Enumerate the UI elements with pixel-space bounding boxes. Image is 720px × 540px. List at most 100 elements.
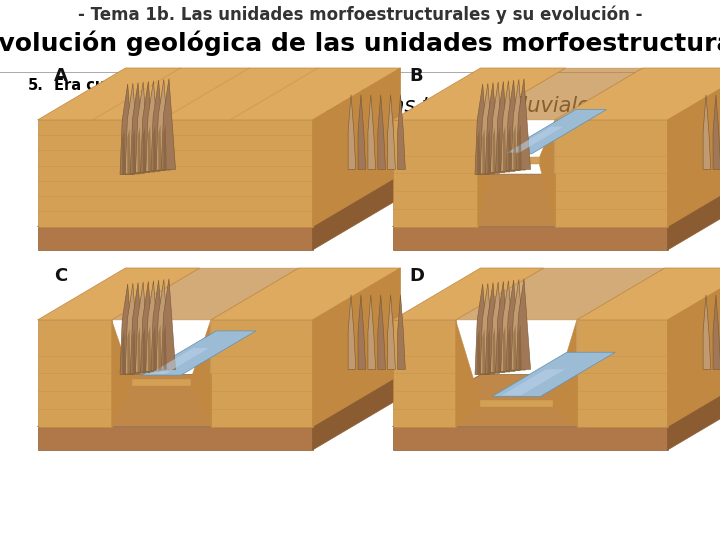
Polygon shape — [667, 68, 720, 227]
Polygon shape — [122, 129, 125, 174]
Polygon shape — [37, 227, 312, 250]
Polygon shape — [140, 281, 155, 372]
Polygon shape — [475, 284, 490, 375]
Polygon shape — [37, 320, 112, 427]
Polygon shape — [475, 84, 490, 174]
Polygon shape — [132, 379, 191, 386]
Polygon shape — [358, 295, 366, 369]
Polygon shape — [112, 268, 299, 320]
Polygon shape — [703, 295, 711, 369]
Polygon shape — [493, 157, 539, 164]
Polygon shape — [508, 125, 511, 171]
Text: C: C — [54, 267, 67, 285]
Polygon shape — [392, 427, 667, 450]
Polygon shape — [478, 120, 493, 227]
Polygon shape — [138, 127, 141, 173]
Polygon shape — [392, 174, 720, 227]
Polygon shape — [151, 80, 165, 171]
Polygon shape — [135, 82, 150, 173]
Polygon shape — [358, 95, 366, 170]
Polygon shape — [151, 280, 165, 370]
Polygon shape — [138, 327, 141, 373]
Polygon shape — [368, 295, 376, 369]
Polygon shape — [552, 320, 577, 427]
Polygon shape — [135, 282, 150, 373]
Polygon shape — [487, 128, 491, 173]
Polygon shape — [703, 95, 711, 170]
Polygon shape — [397, 95, 405, 170]
Polygon shape — [37, 174, 400, 227]
Polygon shape — [348, 295, 356, 369]
Polygon shape — [132, 128, 136, 173]
Polygon shape — [387, 295, 395, 369]
Polygon shape — [492, 127, 496, 173]
Polygon shape — [125, 83, 140, 174]
Polygon shape — [456, 268, 665, 320]
Polygon shape — [495, 82, 510, 172]
Polygon shape — [153, 125, 156, 171]
Text: A: A — [54, 67, 68, 85]
Polygon shape — [554, 120, 667, 227]
Polygon shape — [495, 281, 510, 372]
Polygon shape — [506, 80, 521, 171]
Polygon shape — [368, 95, 376, 170]
Polygon shape — [158, 325, 161, 370]
Polygon shape — [490, 282, 505, 373]
Polygon shape — [513, 125, 516, 170]
Polygon shape — [191, 320, 211, 427]
Polygon shape — [122, 329, 125, 375]
Polygon shape — [477, 129, 480, 174]
Polygon shape — [148, 326, 151, 372]
Polygon shape — [161, 79, 176, 170]
Polygon shape — [148, 126, 151, 171]
Polygon shape — [482, 329, 486, 374]
Polygon shape — [127, 129, 130, 174]
Polygon shape — [120, 284, 135, 375]
Polygon shape — [518, 124, 522, 170]
Polygon shape — [577, 320, 667, 427]
Polygon shape — [397, 295, 405, 369]
Polygon shape — [501, 110, 606, 154]
Polygon shape — [141, 331, 256, 375]
Polygon shape — [485, 83, 500, 173]
Polygon shape — [516, 79, 531, 170]
Polygon shape — [501, 81, 515, 171]
Polygon shape — [163, 124, 167, 170]
Polygon shape — [163, 324, 167, 369]
Polygon shape — [539, 120, 554, 227]
Polygon shape — [503, 126, 506, 171]
Polygon shape — [211, 268, 400, 320]
Text: - Tema 1b. Las unidades morfoestructurales y su evolución -: - Tema 1b. Las unidades morfoestructural… — [78, 5, 642, 24]
Polygon shape — [482, 129, 486, 174]
Polygon shape — [392, 268, 544, 320]
Polygon shape — [348, 95, 356, 170]
Polygon shape — [211, 320, 312, 427]
Polygon shape — [507, 126, 563, 153]
Polygon shape — [713, 295, 720, 369]
Polygon shape — [37, 268, 199, 320]
Polygon shape — [37, 120, 312, 227]
Text: 2. Evolución geológica de las unidades morfoestructurales: 2. Evolución geológica de las unidades m… — [0, 30, 720, 56]
Polygon shape — [312, 375, 400, 450]
Text: B: B — [409, 67, 423, 85]
Polygon shape — [130, 83, 145, 173]
Polygon shape — [508, 326, 511, 370]
Polygon shape — [130, 283, 145, 373]
Polygon shape — [143, 327, 146, 372]
Polygon shape — [513, 325, 516, 370]
Polygon shape — [392, 227, 667, 250]
Polygon shape — [153, 326, 156, 370]
Polygon shape — [378, 295, 385, 369]
Polygon shape — [140, 82, 155, 172]
Polygon shape — [477, 329, 480, 375]
Polygon shape — [498, 327, 501, 372]
Polygon shape — [506, 280, 521, 370]
Polygon shape — [480, 284, 495, 374]
Polygon shape — [480, 83, 495, 174]
Polygon shape — [392, 120, 478, 227]
Polygon shape — [392, 375, 720, 427]
Polygon shape — [511, 279, 526, 370]
Polygon shape — [492, 327, 496, 373]
Polygon shape — [502, 369, 565, 395]
Polygon shape — [37, 68, 400, 120]
